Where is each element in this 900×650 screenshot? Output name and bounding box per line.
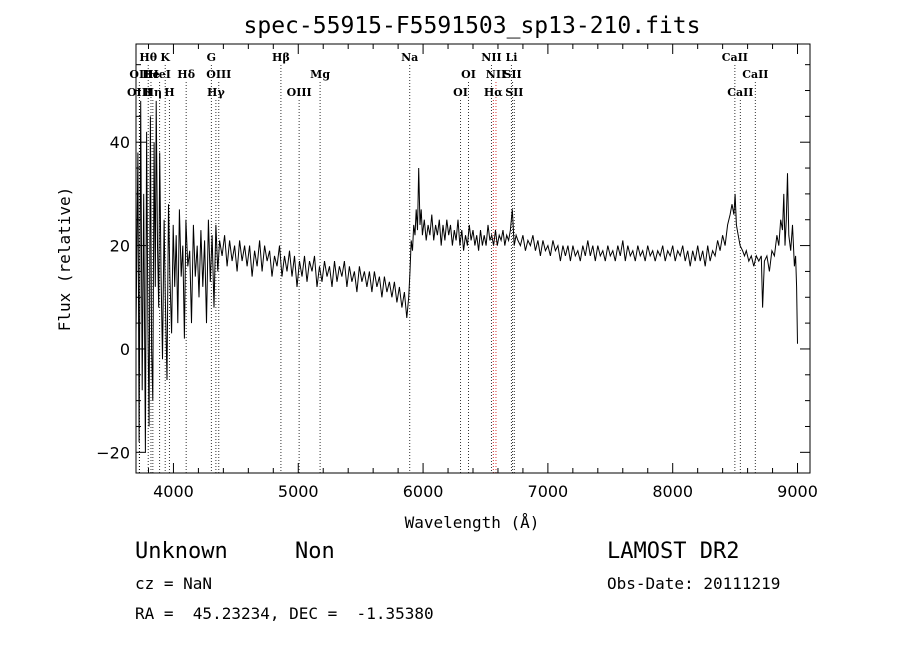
spectral-line-label: OI [453,86,468,99]
spectral-line-label: SII [505,86,523,99]
chart-title: spec-55915-F5591503_sp13-210.fits [244,13,701,39]
spectral-line-label: OII [129,68,149,81]
spectral-line-label: Hθ [139,51,157,64]
y-tick-label: 0 [120,340,130,359]
x-tick-label: 9000 [777,482,818,501]
spectral-line-label: OIII [287,86,312,99]
spectral-line-label: Na [401,51,418,64]
survey-label: LAMOST DR2 [607,539,740,564]
spectral-line-label: G [207,51,216,64]
spectral-line-label: HeI [148,68,171,81]
spectral-line-label: Hγ [207,86,225,99]
spectral-line-label: NII [486,68,506,81]
spectral-line-label: SII [503,68,521,81]
spectral-line-label: Hβ [272,51,290,64]
spectral-line-label: K [160,51,170,64]
spectral-line-label: Hα [484,86,503,99]
spectral-line-markers [138,65,756,473]
x-tick-label: 5000 [278,482,319,501]
spectrum-line [135,100,798,453]
spectral-line-label: OIII [127,86,152,99]
obs-date-text: Obs-Date: 20111219 [607,574,781,593]
y-tick-label: −20 [96,443,130,462]
spectral-line-label: Hδ [177,68,195,81]
spectral-line-label: He [142,68,159,81]
axis-ticks [136,44,810,473]
redshift-text: cz = NaN [135,574,213,593]
class-label: Unknown [135,539,228,564]
y-axis-label: Flux (relative) [55,187,74,332]
subclass-label: Non [295,539,335,564]
x-tick-label: 6000 [403,482,444,501]
spectral-line-label: CaII [742,68,768,81]
y-tick-label: 40 [110,133,130,152]
spectral-line-label: NII [481,51,501,64]
spectral-line-label: Hη [144,86,162,99]
x-tick-label: 8000 [652,482,693,501]
spectral-line-label: Li [505,51,517,64]
y-tick-label: 20 [110,237,130,256]
spectral-line-label: OI [461,68,476,81]
x-tick-label: 7000 [528,482,569,501]
spectral-line-label: CaII [722,51,748,64]
plot-frame [135,43,811,474]
tick-labels: 4000 5000 6000 7000 8000 9000 −20 0 20 40 [96,133,818,501]
spectral-line-label: Mg [310,68,330,81]
coordinates-text: RA = 45.23234, DEC = -1.35380 [135,604,434,623]
x-axis-label: Wavelength (Å) [405,513,540,532]
spectral-line-label: OIII [206,68,231,81]
x-tick-label: 4000 [153,482,194,501]
spectral-line-label: H [164,86,174,99]
spectral-line-label: CaII [727,86,753,99]
